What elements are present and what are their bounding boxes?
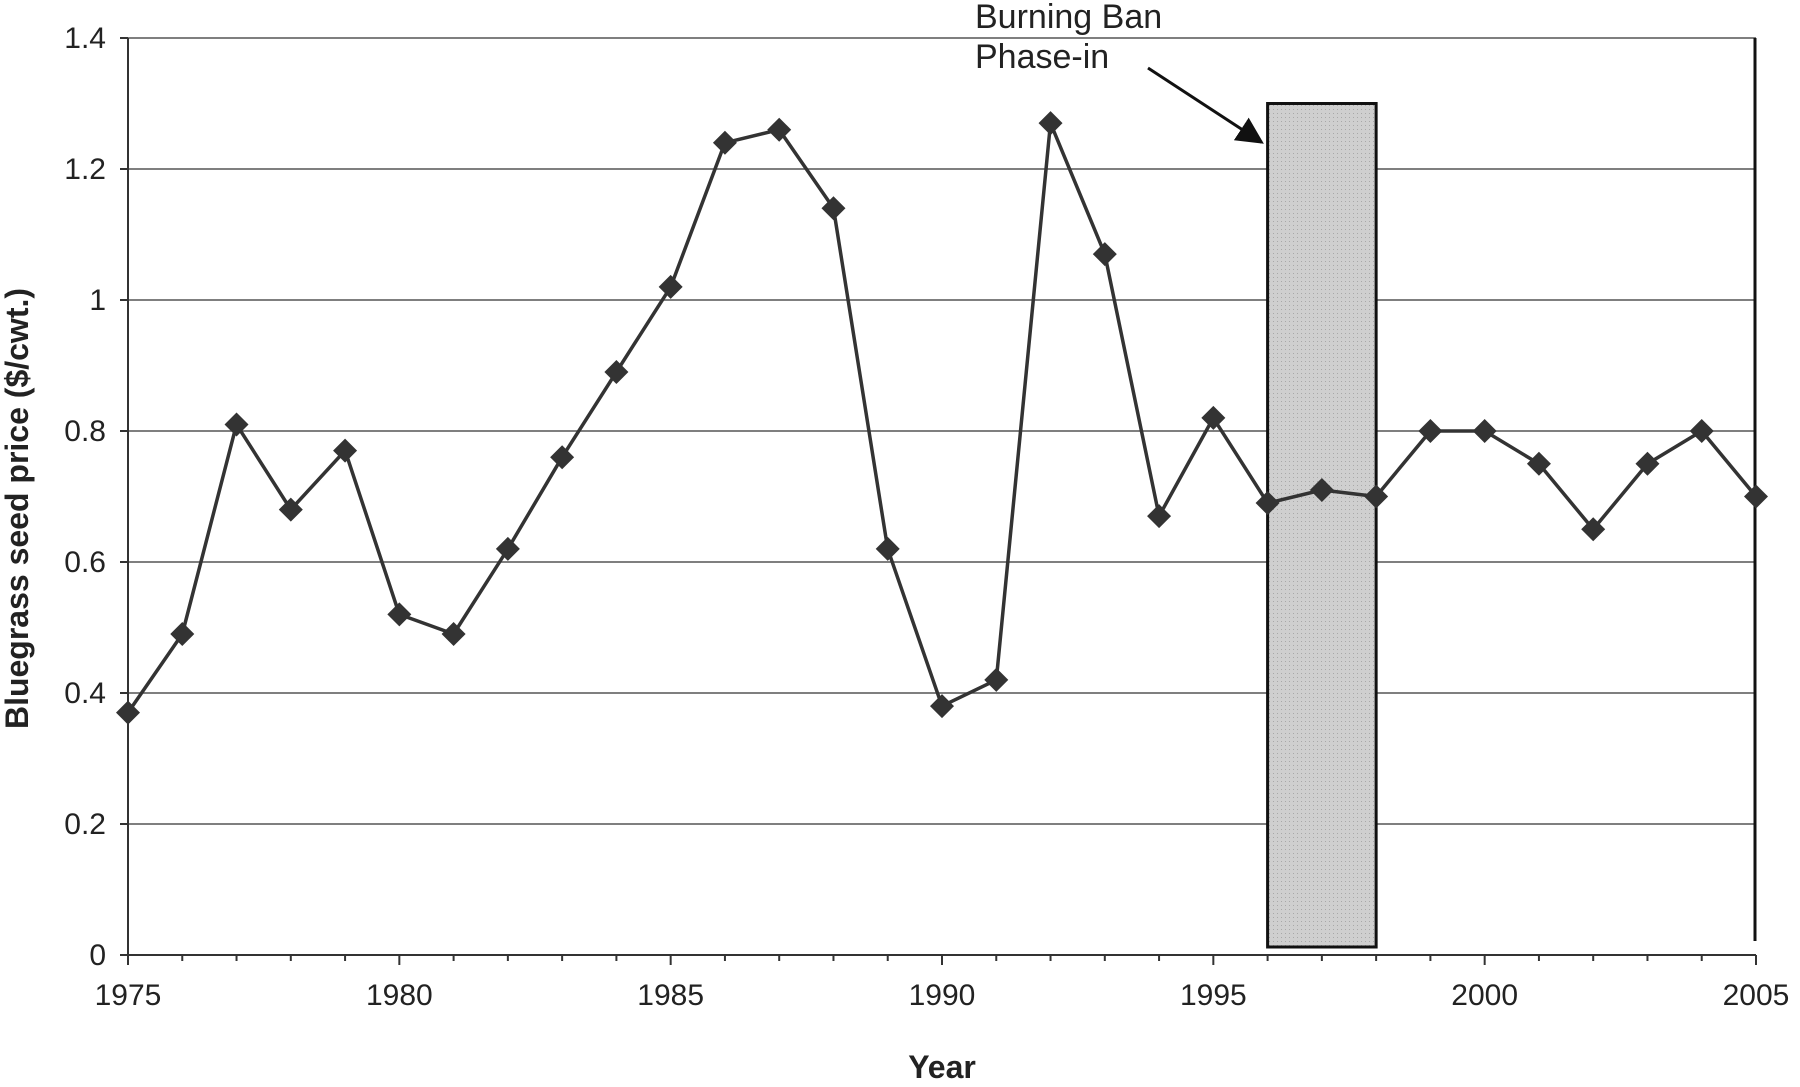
data-point-1989 xyxy=(875,536,900,561)
data-point-2004 xyxy=(1689,419,1714,443)
data-point-1981 xyxy=(441,622,466,647)
tick-labels: 0 0.2 0.4 0.6 0.8 1 1.2 1.4 1975 1980 1985 1990 1995… xyxy=(64,22,1789,1012)
y-tick-label: 0.8 xyxy=(64,415,106,448)
annotation-text-line: Phase-in xyxy=(975,38,1109,76)
annotation-arrow xyxy=(1147,66,1264,144)
data-point-1985 xyxy=(658,274,683,299)
data-point-1982 xyxy=(495,536,520,561)
x-axis-title: Year xyxy=(908,1049,976,1082)
x-tick-label: 1975 xyxy=(95,979,162,1012)
y-tick-label: 1 xyxy=(89,284,106,317)
data-point-1993 xyxy=(1092,242,1117,267)
data-point-1999 xyxy=(1418,419,1443,443)
data-point-2005 xyxy=(1744,484,1768,509)
grid-lines xyxy=(128,37,1756,825)
data-point-1977 xyxy=(224,412,249,437)
axes xyxy=(120,37,1757,965)
y-tick-label: 0.4 xyxy=(64,677,106,710)
data-point-1984 xyxy=(604,360,629,385)
data-point-1976 xyxy=(170,622,195,647)
phase-in-box xyxy=(1266,102,1378,949)
series-price xyxy=(116,111,1768,725)
data-point-2003 xyxy=(1635,451,1660,476)
data-point-1994 xyxy=(1147,504,1172,529)
data-point-1980 xyxy=(387,602,412,627)
y-tick-label: 0.2 xyxy=(64,808,106,841)
x-tick-label: 1995 xyxy=(1180,979,1247,1012)
y-tick-label: 0 xyxy=(89,939,106,972)
y-tick-label: 0.6 xyxy=(64,546,106,579)
data-point-1987 xyxy=(767,117,792,142)
x-tick-label: 1990 xyxy=(909,979,976,1012)
data-point-1979 xyxy=(333,438,358,463)
data-point-1996 xyxy=(1255,491,1280,516)
shaded-region xyxy=(1266,102,1378,949)
y-tick-label: 1.4 xyxy=(64,22,106,55)
x-tick-label: 1985 xyxy=(637,979,704,1012)
data-point-1983 xyxy=(550,445,575,470)
series-line xyxy=(126,121,1758,714)
y-axis-title: Bluegrass seed price ($/cwt.) xyxy=(0,288,35,729)
x-tick-label: 2000 xyxy=(1451,979,1518,1012)
x-tick-label: 2005 xyxy=(1723,979,1790,1012)
y-tick-label: 1.2 xyxy=(64,153,106,186)
data-point-1986 xyxy=(712,130,737,155)
data-point-1992 xyxy=(1038,111,1063,136)
data-point-1988 xyxy=(821,196,846,221)
data-point-1998 xyxy=(1364,484,1389,509)
data-point-1991 xyxy=(984,667,1009,692)
data-point-2001 xyxy=(1526,451,1551,476)
data-point-1990 xyxy=(930,694,954,719)
data-point-1995 xyxy=(1201,405,1226,430)
data-point-2000 xyxy=(1472,419,1497,443)
annotation-text-line: Burning Ban xyxy=(975,0,1162,36)
x-tick-label: 1980 xyxy=(366,979,433,1012)
data-point-2002 xyxy=(1581,517,1606,542)
data-point-1978 xyxy=(278,497,303,522)
data-point-1997 xyxy=(1309,477,1334,502)
data-point-1975 xyxy=(116,700,140,725)
